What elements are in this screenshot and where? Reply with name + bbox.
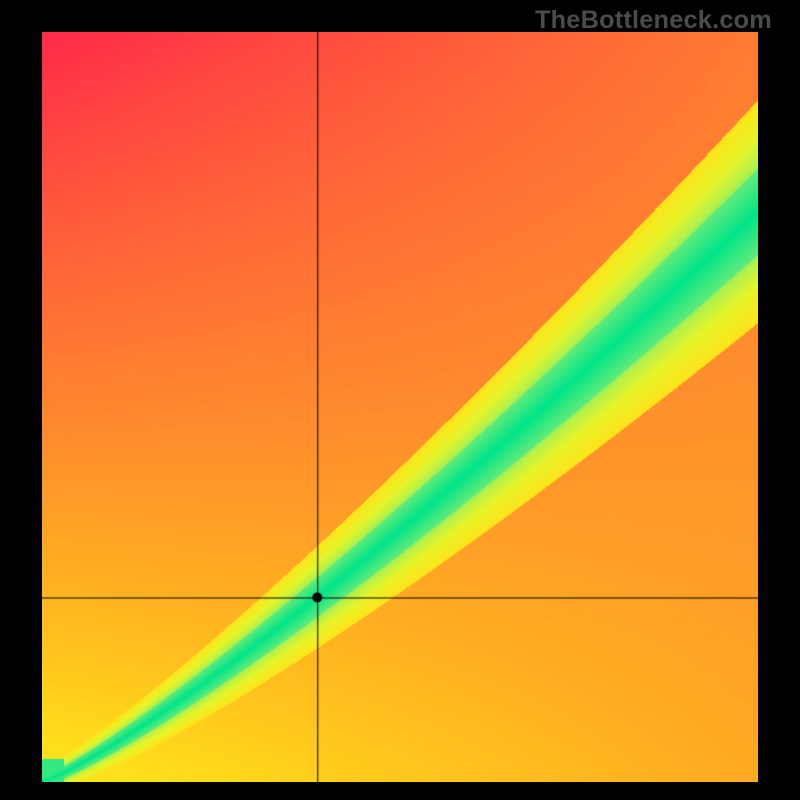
chart-container: TheBottleneck.com: [0, 0, 800, 800]
bottleneck-heatmap: [42, 32, 758, 782]
watermark-text: TheBottleneck.com: [535, 6, 772, 35]
